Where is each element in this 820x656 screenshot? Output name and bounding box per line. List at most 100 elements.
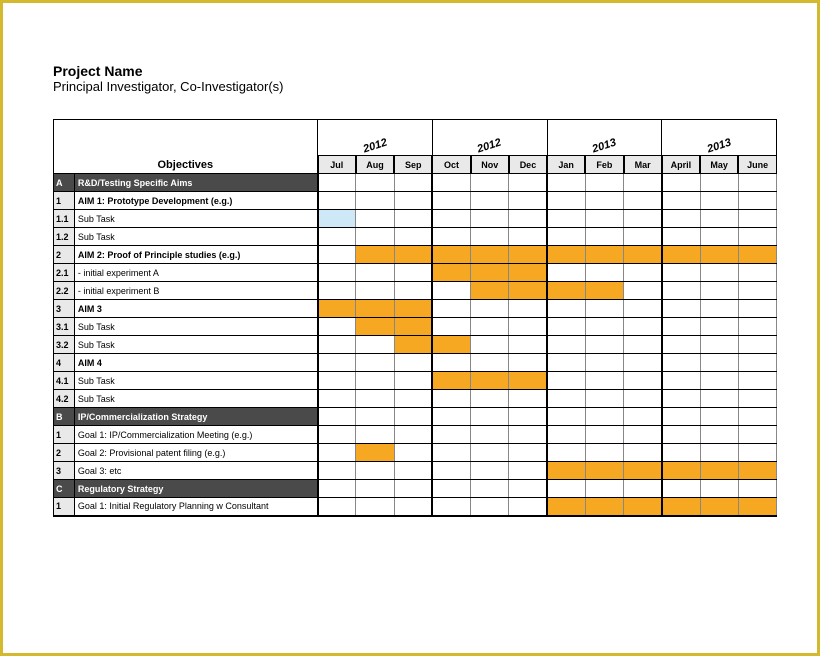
gantt-cell bbox=[662, 390, 700, 408]
header: Project Name Principal Investigator, Co-… bbox=[53, 63, 777, 94]
gantt-cell bbox=[547, 426, 585, 444]
gantt-cell bbox=[471, 480, 509, 498]
gantt-cell bbox=[700, 300, 738, 318]
gantt-cell bbox=[394, 264, 432, 282]
gantt-cell bbox=[547, 228, 585, 246]
gantt-cell bbox=[509, 174, 547, 192]
gantt-cell bbox=[394, 444, 432, 462]
gantt-cell bbox=[432, 426, 470, 444]
gantt-cell bbox=[356, 390, 394, 408]
row-label: Goal 3: etc bbox=[74, 462, 317, 480]
gantt-cell bbox=[585, 426, 623, 444]
gantt-row: 1.1Sub Task bbox=[54, 210, 777, 228]
gantt-body: AR&D/Testing Specific Aims1AIM 1: Protot… bbox=[54, 174, 777, 516]
gantt-cell bbox=[700, 192, 738, 210]
gantt-cell bbox=[738, 174, 776, 192]
gantt-cell bbox=[585, 498, 623, 516]
gantt-cell bbox=[662, 444, 700, 462]
gantt-cell bbox=[547, 336, 585, 354]
row-label: IP/Commercialization Strategy bbox=[74, 408, 317, 426]
gantt-row: 2Goal 2: Provisional patent filing (e.g.… bbox=[54, 444, 777, 462]
gantt-cell bbox=[394, 426, 432, 444]
gantt-cell bbox=[394, 480, 432, 498]
gantt-cell bbox=[662, 336, 700, 354]
gantt-cell bbox=[662, 174, 700, 192]
gantt-cell bbox=[432, 318, 470, 336]
gantt-cell bbox=[509, 264, 547, 282]
gantt-cell bbox=[318, 228, 356, 246]
gantt-cell bbox=[624, 390, 662, 408]
gantt-chart: Objectives 2012 2012 2013 2013 JulAugSep… bbox=[53, 119, 777, 517]
gantt-cell bbox=[738, 444, 776, 462]
row-label: R&D/Testing Specific Aims bbox=[74, 174, 317, 192]
month-header: Oct bbox=[432, 156, 470, 174]
gantt-cell bbox=[624, 264, 662, 282]
gantt-cell bbox=[547, 354, 585, 372]
gantt-cell bbox=[662, 228, 700, 246]
gantt-cell bbox=[356, 372, 394, 390]
row-label: Sub Task bbox=[74, 390, 317, 408]
gantt-cell bbox=[700, 480, 738, 498]
gantt-cell bbox=[624, 372, 662, 390]
gantt-cell bbox=[700, 354, 738, 372]
gantt-cell bbox=[509, 192, 547, 210]
gantt-cell bbox=[394, 336, 432, 354]
gantt-row: 1.2Sub Task bbox=[54, 228, 777, 246]
gantt-cell bbox=[432, 300, 470, 318]
month-header: Aug bbox=[356, 156, 394, 174]
gantt-row: 3AIM 3 bbox=[54, 300, 777, 318]
row-id: 3.2 bbox=[54, 336, 75, 354]
gantt-cell bbox=[394, 354, 432, 372]
month-header: Feb bbox=[585, 156, 623, 174]
gantt-cell bbox=[585, 354, 623, 372]
row-label: AIM 2: Proof of Principle studies (e.g.) bbox=[74, 246, 317, 264]
gantt-cell bbox=[509, 354, 547, 372]
gantt-cell bbox=[356, 210, 394, 228]
month-header: Jul bbox=[318, 156, 356, 174]
row-label: AIM 3 bbox=[74, 300, 317, 318]
gantt-cell bbox=[509, 408, 547, 426]
project-title: Project Name bbox=[53, 63, 777, 79]
gantt-cell bbox=[585, 264, 623, 282]
gantt-cell bbox=[662, 426, 700, 444]
gantt-row: 3.2Sub Task bbox=[54, 336, 777, 354]
gantt-cell bbox=[356, 228, 394, 246]
gantt-row: 3Goal 3: etc bbox=[54, 462, 777, 480]
month-header: Dec bbox=[509, 156, 547, 174]
gantt-cell bbox=[738, 246, 776, 264]
gantt-cell bbox=[509, 480, 547, 498]
gantt-cell bbox=[738, 498, 776, 516]
gantt-cell bbox=[356, 354, 394, 372]
gantt-cell bbox=[509, 372, 547, 390]
gantt-row: 4.2Sub Task bbox=[54, 390, 777, 408]
row-id: 2.1 bbox=[54, 264, 75, 282]
gantt-cell bbox=[624, 228, 662, 246]
row-id: 2.2 bbox=[54, 282, 75, 300]
gantt-cell bbox=[700, 426, 738, 444]
gantt-cell bbox=[432, 282, 470, 300]
gantt-row: 2.1 - initial experiment A bbox=[54, 264, 777, 282]
row-label: Sub Task bbox=[74, 210, 317, 228]
gantt-cell bbox=[585, 408, 623, 426]
gantt-cell bbox=[318, 372, 356, 390]
gantt-cell bbox=[356, 480, 394, 498]
gantt-cell bbox=[585, 318, 623, 336]
gantt-cell bbox=[662, 354, 700, 372]
year-row: Objectives 2012 2012 2013 2013 bbox=[54, 120, 777, 156]
gantt-cell bbox=[624, 408, 662, 426]
gantt-cell bbox=[432, 444, 470, 462]
month-header: Nov bbox=[471, 156, 509, 174]
gantt-cell bbox=[738, 408, 776, 426]
row-id: 1 bbox=[54, 192, 75, 210]
gantt-cell bbox=[509, 390, 547, 408]
gantt-cell bbox=[471, 408, 509, 426]
gantt-table: Objectives 2012 2012 2013 2013 JulAugSep… bbox=[53, 119, 777, 517]
objectives-header: Objectives bbox=[54, 120, 318, 174]
row-id: 3.1 bbox=[54, 318, 75, 336]
gantt-cell bbox=[356, 426, 394, 444]
gantt-cell bbox=[547, 174, 585, 192]
month-header: May bbox=[700, 156, 738, 174]
row-id: 2 bbox=[54, 444, 75, 462]
month-header: Jan bbox=[547, 156, 585, 174]
gantt-cell bbox=[432, 390, 470, 408]
